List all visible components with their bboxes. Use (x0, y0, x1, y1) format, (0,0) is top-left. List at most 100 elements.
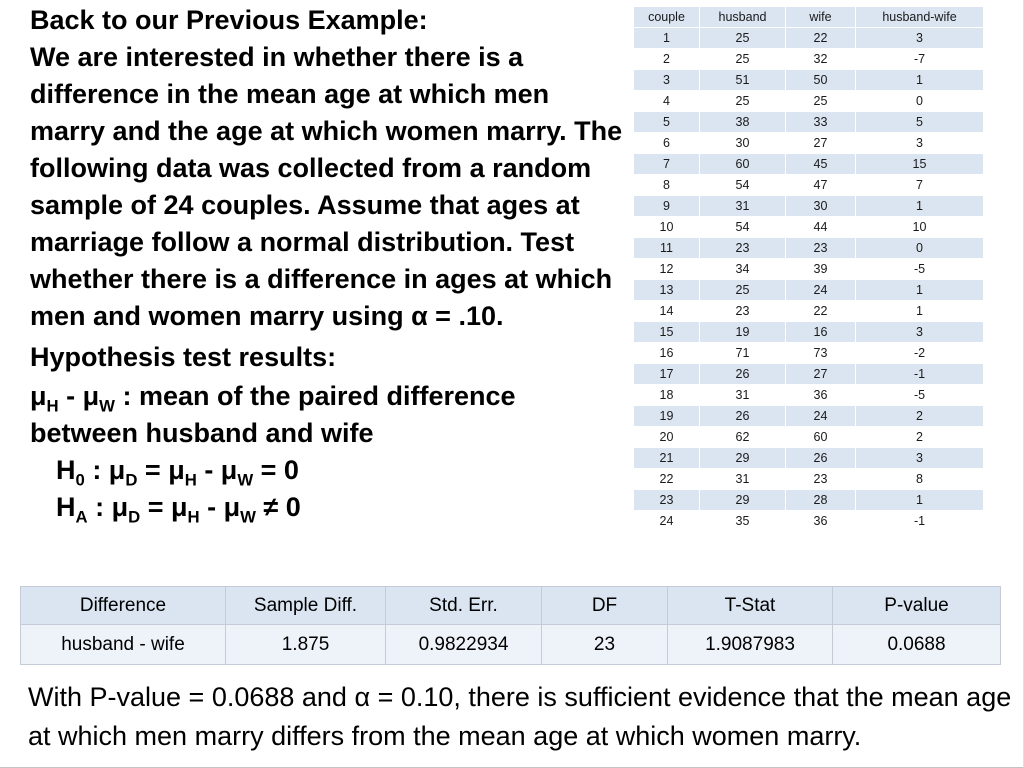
couples-cell: 22 (785, 300, 856, 322)
couples-cell: 47 (785, 174, 856, 196)
mu-symbol: μ (30, 381, 47, 411)
couples-row: 10 54 44 10 (633, 216, 984, 238)
couples-cell: 23 (633, 489, 700, 511)
couples-row: 13 25 24 1 (633, 279, 984, 301)
couples-cell: 60 (699, 153, 786, 175)
summary-header-cell: T-Stat (667, 586, 833, 625)
summary-header-row: Difference Sample Diff. Std. Err. DF T-Stat P… (20, 586, 1001, 625)
couples-cell: 3 (855, 321, 984, 343)
couples-cell: 21 (633, 447, 700, 469)
couples-row: 20 62 60 2 (633, 426, 984, 448)
couples-row: 12 34 39 -5 (633, 258, 984, 280)
couples-cell: 19 (699, 321, 786, 343)
ha-sub: A (75, 507, 88, 527)
couples-cell: 31 (699, 384, 786, 406)
hypothesis-results-heading: Hypothesis test results: (30, 342, 337, 372)
couples-cell: 1 (855, 195, 984, 217)
couples-cell: 23 (699, 237, 786, 259)
couples-row: 15 19 16 3 (633, 321, 984, 343)
couples-cell: 45 (785, 153, 856, 175)
couples-cell: 18 (633, 384, 700, 406)
couples-header-row: couple husband wife husband-wife (633, 6, 984, 28)
couples-cell: 26 (699, 363, 786, 385)
h0-sub: H (184, 470, 197, 490)
couples-cell: 27 (785, 363, 856, 385)
couples-cell: 5 (633, 111, 700, 133)
couples-row: 2 25 32 -7 (633, 48, 984, 70)
couples-cell: 11 (633, 237, 700, 259)
couples-cell: 2 (855, 405, 984, 427)
couples-cell: -2 (855, 342, 984, 364)
intro-heading-text: Back to our Previous Example (30, 5, 419, 35)
couples-row: 1 25 22 3 (633, 27, 984, 49)
couples-row: 7 60 45 15 (633, 153, 984, 175)
ha-text: - μ (199, 492, 241, 522)
summary-header-cell: DF (541, 586, 668, 625)
couples-table-body: 1 25 22 3 2 25 32 -7 3 51 50 1 4 25 25 0 5 38 33 5 6 30 27 3 7 60… (633, 27, 984, 532)
ha-text: H (56, 492, 76, 522)
couples-header-cell: couple (633, 6, 700, 28)
couples-cell: 9 (633, 195, 700, 217)
couples-cell: 71 (699, 342, 786, 364)
couples-row: 3 51 50 1 (633, 69, 984, 91)
couples-cell: 7 (855, 174, 984, 196)
couples-cell: 17 (633, 363, 700, 385)
couples-cell: 20 (633, 426, 700, 448)
couples-cell: 1 (855, 69, 984, 91)
couples-cell: 38 (699, 111, 786, 133)
couples-row: 8 54 47 7 (633, 174, 984, 196)
couples-cell: 14 (633, 300, 700, 322)
summary-value-cell: 0.9822934 (385, 624, 542, 665)
summary-header-cell: Std. Err. (385, 586, 542, 625)
minus-sign: - (58, 381, 83, 411)
intro-heading: Back to our Previous Example: (30, 2, 624, 39)
couples-cell: 10 (633, 216, 700, 238)
couples-cell: 2 (633, 48, 700, 70)
summary-header-cell: Sample Diff. (225, 586, 386, 625)
couples-cell: -5 (855, 384, 984, 406)
couples-header-cell: wife (785, 6, 856, 28)
couples-cell: 19 (633, 405, 700, 427)
couples-cell: 26 (785, 447, 856, 469)
couples-cell: 8 (855, 468, 984, 490)
couples-cell: 4 (633, 90, 700, 112)
couples-cell: 36 (785, 510, 856, 532)
couples-cell: 39 (785, 258, 856, 280)
couples-cell: 1 (855, 279, 984, 301)
h0-sub: W (237, 470, 254, 490)
summary-value-cell: 0.0688 (832, 624, 1001, 665)
null-hypothesis-line: H0 : μD = μH - μW = 0 (30, 452, 624, 489)
couples-cell: 2 (855, 426, 984, 448)
left-text-block: Back to our Previous Example: We are int… (30, 2, 624, 526)
couples-cell: 25 (699, 48, 786, 70)
couples-cell: 54 (699, 216, 786, 238)
summary-header-cell: P-value (832, 586, 1001, 625)
mu-symbol: μ (82, 381, 100, 411)
couples-cell: 0 (855, 237, 984, 259)
couples-cell: 3 (855, 132, 984, 154)
couples-cell: 0 (855, 90, 984, 112)
couples-cell: -5 (855, 258, 984, 280)
summary-value-cell: 1.875 (225, 624, 386, 665)
couples-cell: 33 (785, 111, 856, 133)
couples-row: 11 23 23 0 (633, 237, 984, 259)
couples-cell: 29 (699, 447, 786, 469)
couples-cell: 31 (699, 195, 786, 217)
ha-text: : μ (87, 492, 129, 522)
couples-cell: 13 (633, 279, 700, 301)
couples-row: 19 26 24 2 (633, 405, 984, 427)
couples-row: 18 31 36 -5 (633, 384, 984, 406)
ha-sub: W (240, 507, 256, 527)
summary-value-row: husband - wife 1.875 0.9822934 23 1.9087983 0… (20, 624, 1001, 665)
couples-cell: 23 (699, 300, 786, 322)
couples-cell: 32 (785, 48, 856, 70)
couples-data-table: couple husband wife husband-wife 1 25 22 3 2 25 3… (633, 6, 984, 532)
couples-cell: 28 (785, 489, 856, 511)
couples-cell: 24 (633, 510, 700, 532)
couples-cell: 54 (699, 174, 786, 196)
h0-text: H (56, 455, 76, 485)
couples-row: 14 23 22 1 (633, 300, 984, 322)
couples-cell: 60 (785, 426, 856, 448)
alt-hypothesis-line: HA : μD = μH - μW ≠ 0 (30, 489, 624, 526)
